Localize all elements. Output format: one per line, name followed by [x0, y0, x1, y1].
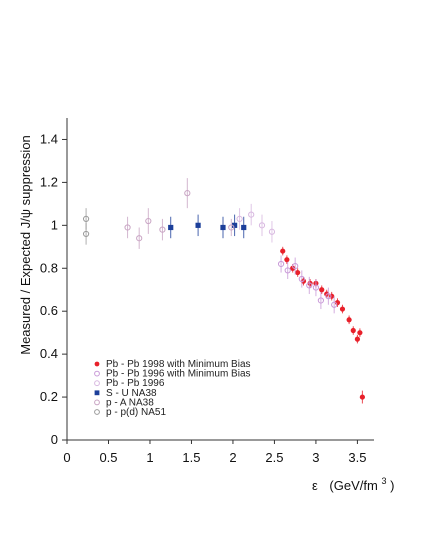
legend-label: p - A NA38 [106, 397, 154, 408]
data-point [339, 306, 346, 312]
x-tick-label: 1 [146, 450, 153, 465]
y-tick-label: 1.2 [40, 174, 58, 189]
series-2 [236, 203, 276, 243]
data-point [350, 327, 356, 334]
tick-marks [62, 138, 358, 444]
series-3 [168, 214, 247, 239]
series-5 [82, 208, 90, 245]
data-point [82, 230, 90, 238]
data-point [290, 265, 296, 271]
legend-label: Pb - Pb 1998 with Minimum Bias [106, 359, 251, 370]
data-point [168, 224, 174, 231]
data-point [292, 263, 299, 270]
data-point [268, 228, 276, 235]
legend-label: S - U NA38 [106, 388, 157, 399]
data-point [284, 267, 291, 274]
data-point [145, 217, 152, 225]
data-point [317, 297, 324, 304]
x-axis-unit-exponent: 3 [381, 476, 386, 486]
data-point [331, 301, 338, 308]
legend-label: Pb - Pb 1996 [106, 378, 165, 389]
x-tick-labels: 0 0.5 1 1.5 2 2.5 3 3.5 [63, 450, 366, 465]
data-point [82, 215, 90, 222]
legend-marker [94, 380, 100, 387]
data-point [195, 222, 201, 228]
data-point [232, 222, 238, 228]
data-point [280, 248, 286, 254]
y-tick-label: 1 [51, 217, 58, 232]
x-tick-label: 2 [229, 450, 236, 465]
data-point [312, 284, 320, 291]
x-axis-label: ε (GeV/fm 3 ) [312, 472, 394, 493]
data-point [346, 317, 352, 323]
y-tick-label: 0.4 [40, 346, 58, 361]
data-point [298, 275, 305, 283]
x-axis-symbol: ε [312, 478, 318, 493]
data-point [159, 226, 166, 233]
series-0 [280, 246, 365, 404]
legend-marker [94, 361, 100, 367]
data-point [359, 394, 365, 400]
x-tick-label: 2.5 [265, 450, 283, 465]
data-point [248, 211, 255, 218]
legend-label: p - p(d) NA51 [106, 407, 166, 418]
data-point [306, 282, 313, 289]
data-point [277, 260, 285, 268]
data-point [236, 215, 243, 222]
data-point [357, 330, 363, 336]
axes [66, 118, 374, 441]
data-point [136, 235, 143, 242]
x-tick-label: 3.5 [348, 450, 366, 465]
x-tick-label: 3 [312, 450, 319, 465]
legend-marker [94, 399, 100, 406]
y-axis-label: Measured / Expected J/ψ suppression [18, 135, 33, 355]
data-point [354, 336, 361, 342]
legend-label: Pb - Pb 1996 with Minimum Bias [106, 369, 251, 380]
y-tick-labels: 0 0.2 0.4 0.6 0.8 1 1.2 1.4 [40, 131, 58, 447]
data-point [295, 269, 301, 276]
data-point [220, 224, 226, 231]
y-tick-label: 0.8 [40, 260, 58, 275]
y-tick-label: 1.4 [40, 131, 58, 146]
data-point [284, 257, 290, 263]
data-point [228, 224, 235, 231]
data-point [325, 293, 332, 300]
x-tick-label: 0.5 [99, 450, 117, 465]
data-points [82, 178, 365, 404]
data-point [124, 224, 131, 231]
legend-marker [94, 370, 100, 377]
legend-marker [94, 390, 100, 396]
data-point [184, 190, 191, 197]
x-tick-label: 1.5 [182, 450, 200, 465]
x-tick-label: 0 [63, 450, 70, 465]
data-point [319, 287, 325, 293]
x-axis-unit: (GeV/fm [329, 478, 377, 493]
data-point [241, 224, 247, 231]
y-tick-label: 0.6 [40, 303, 58, 318]
legend-marker [94, 409, 100, 415]
series-1 [277, 255, 338, 314]
series-4 [124, 178, 235, 249]
y-tick-label: 0 [51, 432, 58, 447]
x-axis-close-paren: ) [390, 478, 394, 493]
data-point [258, 222, 266, 229]
y-tick-label: 0.2 [40, 389, 58, 404]
